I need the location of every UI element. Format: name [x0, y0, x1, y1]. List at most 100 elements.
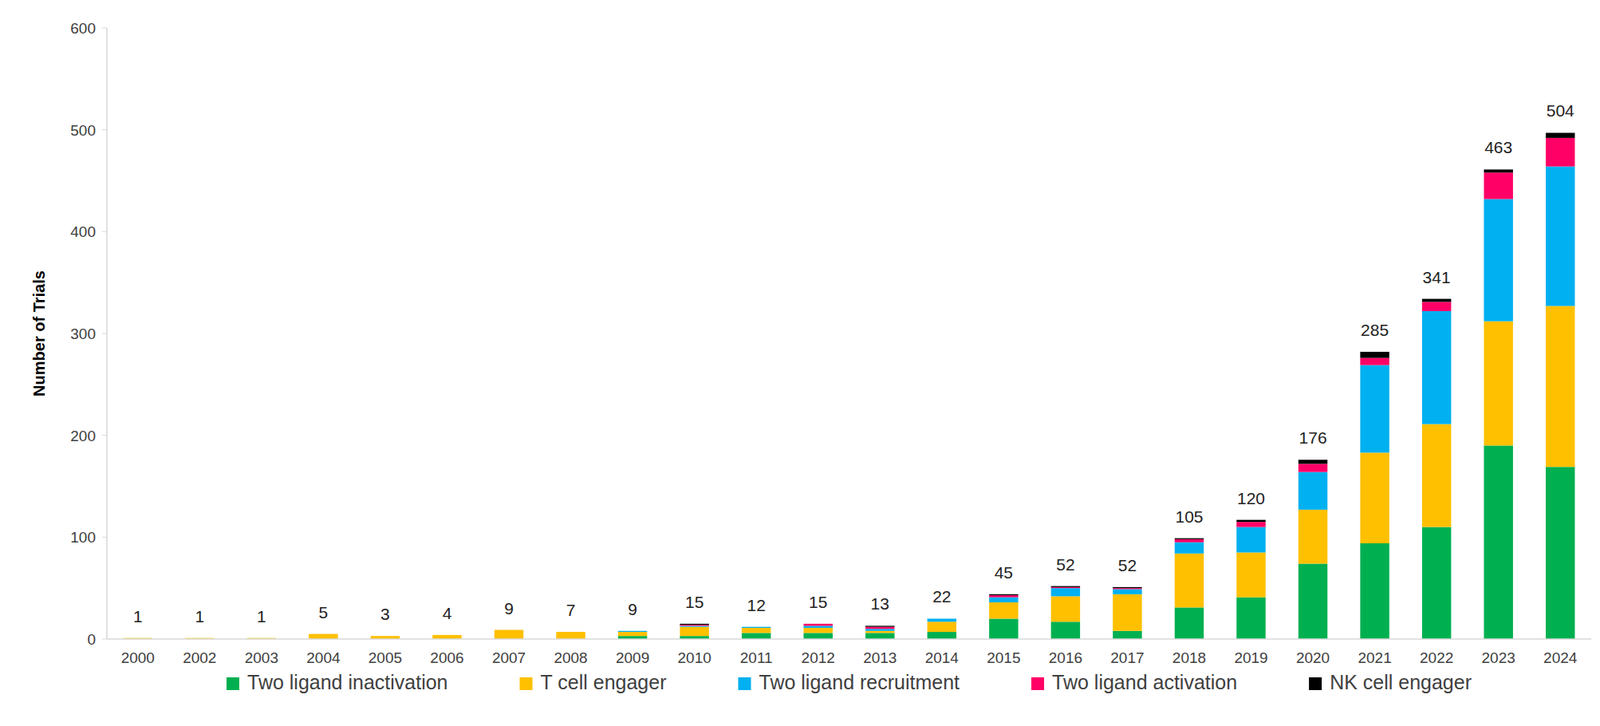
- bar-segment: [247, 637, 276, 639]
- bar-segment: [803, 632, 833, 639]
- bar-segment: [1298, 472, 1328, 510]
- bar-segment: [618, 630, 647, 631]
- bar-segment: [989, 618, 1018, 639]
- x-tick-label: 2007: [492, 649, 526, 667]
- legend-swatch: [1308, 677, 1322, 690]
- bar-segment: [1545, 306, 1575, 468]
- bar-segment: [555, 631, 585, 633]
- total-label: 4: [442, 603, 453, 623]
- x-tick-label: 2004: [306, 649, 341, 667]
- legend-swatch: [738, 677, 752, 690]
- x-tick-label: 2017: [1110, 649, 1144, 667]
- bar-segment: [1483, 321, 1513, 446]
- legend-label: Two ligand activation: [1052, 670, 1238, 694]
- bar-segment: [803, 627, 833, 633]
- total-label: 12: [747, 595, 766, 615]
- x-tick-label: 2012: [801, 649, 836, 667]
- bar-segment: [803, 623, 833, 627]
- bar-segment: [741, 626, 771, 628]
- bar-segment: [432, 634, 462, 635]
- bar-segment: [741, 626, 771, 627]
- bar-segment: [865, 632, 895, 639]
- bar-segment: [1483, 169, 1513, 173]
- x-tick-label: 2000: [121, 649, 155, 667]
- bar-segment: [308, 633, 338, 635]
- total-label: 45: [994, 563, 1013, 582]
- legend: Two ligand inactivation T cell engager Two…: [226, 670, 1472, 694]
- y-tick-label: 600: [70, 19, 96, 37]
- bar-segment: [1359, 358, 1389, 366]
- bar-segment: [679, 626, 709, 636]
- bar-segment: [185, 637, 214, 639]
- x-tick-label: 2018: [1172, 649, 1206, 667]
- total-label: 13: [870, 594, 890, 613]
- bar-segment: [123, 637, 153, 639]
- bar-segment: [1112, 630, 1142, 639]
- bar-segment: [1174, 553, 1204, 608]
- total-label: 504: [1546, 101, 1575, 120]
- total-label: 9: [504, 599, 514, 618]
- bar-segment: [989, 594, 1018, 596]
- total-label: 285: [1360, 320, 1389, 339]
- x-tick-label: 2011: [740, 649, 773, 667]
- bar-segment: [1174, 542, 1204, 554]
- y-tick-label: 300: [70, 325, 96, 343]
- legend-label: Two ligand inactivation: [247, 670, 449, 694]
- x-tick-label: 2020: [1296, 649, 1330, 667]
- bar-segment: [618, 630, 647, 631]
- total-label: 120: [1237, 488, 1266, 508]
- bar-segment: [1483, 445, 1513, 639]
- bar-segment: [865, 625, 895, 627]
- total-label: 9: [627, 599, 638, 619]
- y-tick-label: 500: [70, 122, 96, 139]
- x-ticks: 2000200220032004200520062007200820092010…: [121, 649, 1578, 667]
- total-label: 463: [1484, 137, 1513, 157]
- bar-segment: [1422, 299, 1451, 303]
- bar-segment: [1112, 587, 1142, 588]
- total-label: 176: [1299, 428, 1328, 447]
- total-label: 341: [1422, 267, 1451, 287]
- total-label: 7: [566, 600, 576, 619]
- legend-item: Two ligand activation: [1031, 670, 1238, 694]
- bar-segment: [1236, 597, 1266, 639]
- total-label: 1: [194, 606, 205, 626]
- bar-segment: [1545, 466, 1575, 639]
- y-tick: [102, 434, 107, 436]
- bar-segment: [1483, 198, 1513, 321]
- y-tick: [102, 333, 107, 335]
- legend-label: T cell engager: [540, 670, 667, 694]
- bar-segment: [247, 637, 276, 639]
- totals: 1115349791512151322455252105120176285341…: [133, 101, 1575, 625]
- legend-item: T cell engager: [520, 670, 667, 694]
- legend-label: NK cell engager: [1329, 670, 1472, 694]
- bar-segment: [618, 630, 647, 632]
- y-tick: [102, 27, 107, 29]
- total-label: 15: [685, 592, 704, 611]
- bar-segment: [927, 631, 957, 639]
- bar-segment: [1051, 621, 1080, 639]
- bar-segment: [185, 637, 214, 639]
- bar-segment: [555, 631, 585, 633]
- y-tick: [102, 231, 107, 233]
- bar-segment: [1545, 137, 1575, 167]
- bar-segment: [247, 637, 276, 639]
- bar-segment: [1422, 527, 1451, 639]
- x-tick-label: 2014: [925, 649, 960, 667]
- bar-segment: [989, 602, 1018, 619]
- bar-segment: [1174, 606, 1204, 639]
- bar-segment: [1236, 527, 1266, 553]
- y-tick-label: 0: [86, 630, 96, 648]
- legend-item: Two ligand inactivation: [226, 670, 449, 694]
- bar-segment: [1422, 424, 1451, 528]
- bar-segment: [1422, 311, 1451, 425]
- bar-segment: [927, 618, 957, 619]
- x-tick-label: 2019: [1233, 649, 1268, 667]
- total-label: 15: [808, 592, 828, 611]
- y-tick: [102, 638, 107, 640]
- bar-segment: [1359, 365, 1389, 454]
- legend-item: NK cell engager: [1308, 670, 1472, 694]
- bar-segment: [1298, 509, 1328, 564]
- legend-label: Two ligand recruitment: [759, 670, 961, 694]
- bar-segment: [1545, 166, 1575, 307]
- bar-segment: [370, 635, 400, 637]
